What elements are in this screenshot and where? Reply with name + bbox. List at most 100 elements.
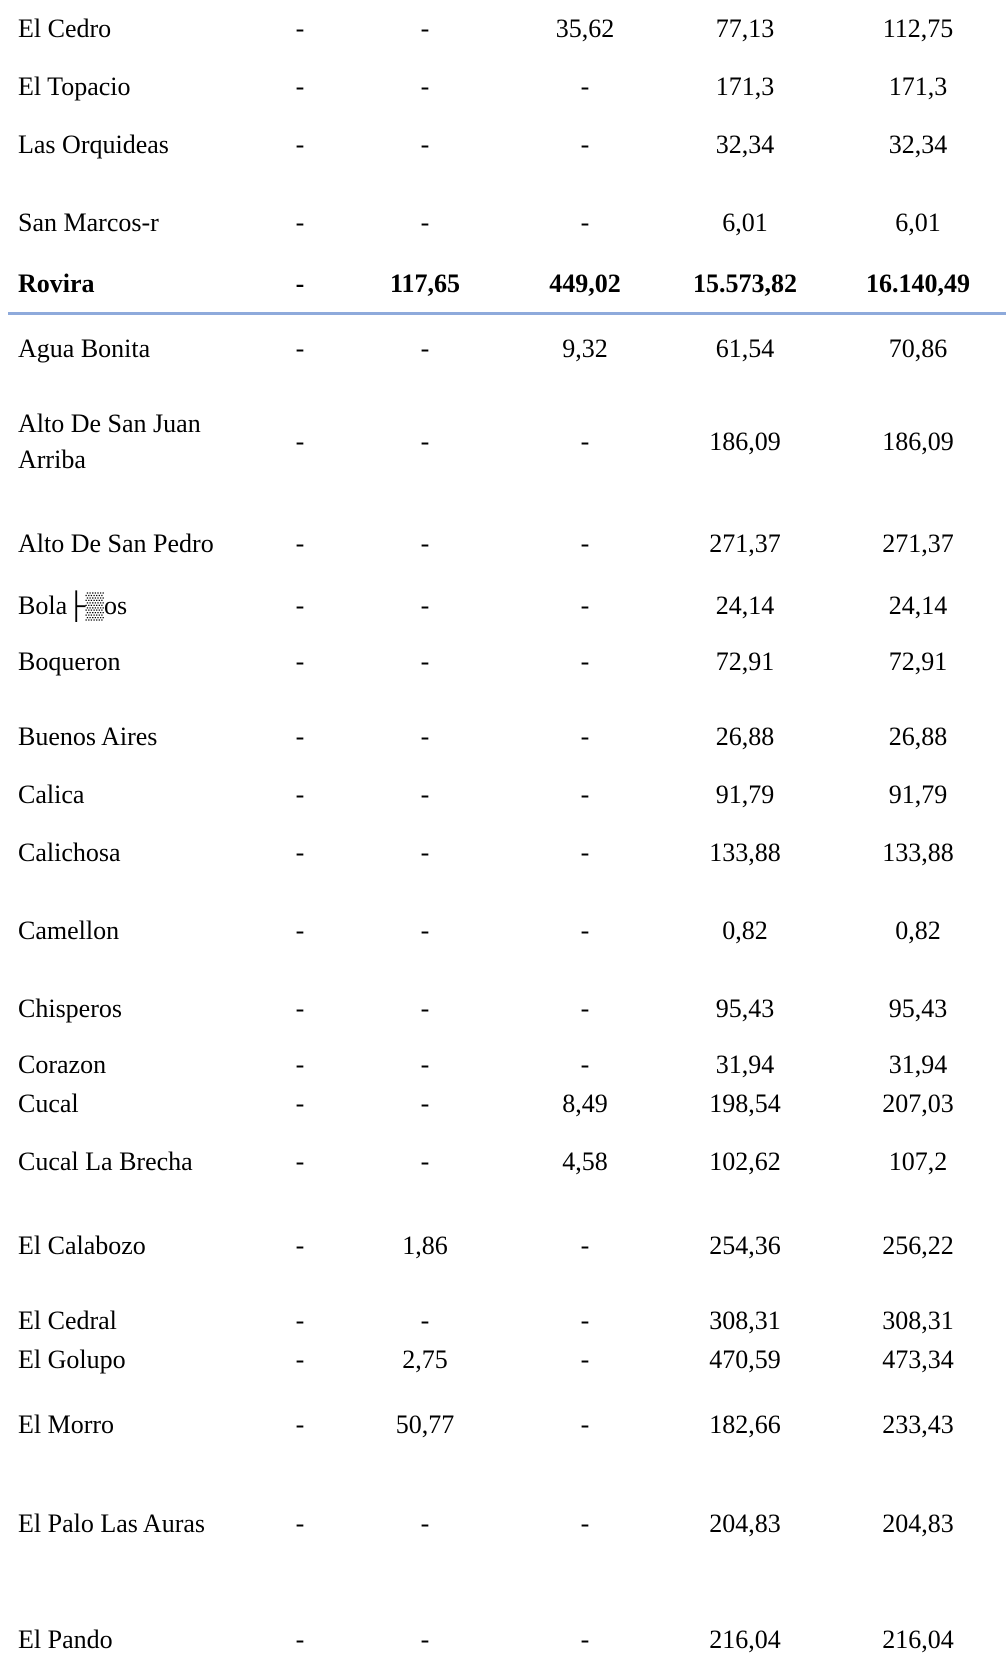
cell-value: 171,3 [715, 72, 775, 101]
cell-value: - [295, 1410, 305, 1439]
table-row: El Morro - 50,77 - 182,66 233,43 [0, 1396, 1006, 1454]
section-divider [8, 312, 1006, 315]
row-name: El Morro [18, 1410, 115, 1439]
cell-value: - [420, 722, 430, 751]
cell-value: 9,32 [562, 334, 608, 363]
cell-value: - [295, 722, 305, 751]
row-name: Las Orquideas [18, 130, 169, 159]
cell-value: 0,82 [895, 916, 941, 945]
cell-value: - [580, 130, 590, 159]
cell-value: 198,54 [709, 1089, 781, 1118]
cell-value: - [295, 208, 305, 237]
cell-value: 182,66 [709, 1410, 781, 1439]
table-row: El Pando - - - 216,04 216,04 [0, 1614, 1006, 1666]
cell-value: - [295, 994, 305, 1023]
cell-value: - [580, 1410, 590, 1439]
table-row: Las Orquideas - - - 32,34 32,34 [0, 116, 1006, 174]
cell-value: - [580, 722, 590, 751]
table-row: Corazon - - - 31,94 31,94 [0, 1044, 1006, 1086]
cell-value: - [295, 1089, 305, 1118]
cell-value: 308,31 [709, 1306, 781, 1335]
table-row-total: Rovira - 117,65 449,02 15.573,82 16.140,… [0, 256, 1006, 312]
cell-value: - [295, 838, 305, 867]
row-name: Alto De San Pedro [18, 529, 214, 558]
cell-value: 26,88 [888, 722, 948, 751]
table-row: El Topacio - - - 171,3 171,3 [0, 58, 1006, 116]
cell-value: 72,91 [715, 647, 775, 676]
cell-value: 1,86 [402, 1231, 448, 1260]
cell-value: 117,65 [389, 269, 461, 298]
cell-value: 216,04 [709, 1625, 781, 1654]
cell-value: 186,09 [709, 427, 781, 456]
cell-value: - [420, 1147, 430, 1176]
cell-value: - [295, 647, 305, 676]
cell-value: - [580, 529, 590, 558]
cell-value: - [420, 130, 430, 159]
cell-value: - [580, 916, 590, 945]
cell-value: - [420, 427, 430, 456]
cell-value: 102,62 [709, 1147, 781, 1176]
cell-value: 61,54 [715, 334, 775, 363]
cell-value: 186,09 [882, 427, 954, 456]
row-name: Calichosa [18, 838, 121, 867]
cell-value: - [295, 1306, 305, 1335]
cell-value: 8,49 [562, 1089, 608, 1118]
cell-value: 16.140,49 [866, 269, 970, 298]
cell-value: - [420, 1089, 430, 1118]
row-name: El Cedral [18, 1306, 117, 1335]
row-name: El Palo Las Auras [18, 1509, 206, 1538]
row-name: San Marcos-r [18, 208, 159, 237]
cell-value: 95,43 [715, 994, 775, 1023]
cell-value: - [420, 1306, 430, 1335]
cell-value: - [580, 1050, 590, 1079]
cell-value: 2,75 [402, 1345, 448, 1374]
cell-value: 24,14 [888, 591, 948, 620]
table-row: Agua Bonita - - 9,32 61,54 70,86 [0, 318, 1006, 380]
row-name: Alto De San Juan Arriba [18, 409, 201, 474]
cell-value: - [295, 1625, 305, 1654]
table-row: Boqueron - - - 72,91 72,91 [0, 632, 1006, 692]
row-name: Rovira [18, 269, 95, 298]
table-row: El Calabozo - 1,86 - 254,36 256,22 [0, 1216, 1006, 1276]
cell-value: 107,2 [888, 1147, 948, 1176]
cell-value: 112,75 [882, 14, 954, 43]
table-row: Camellon - - - 0,82 0,82 [0, 902, 1006, 960]
cell-value: - [420, 14, 430, 43]
table-row: El Cedro - - 35,62 77,13 112,75 [0, 0, 1006, 58]
cell-value: - [420, 334, 430, 363]
row-name: El Golupo [18, 1345, 126, 1374]
cell-value: 91,79 [888, 780, 948, 809]
cell-value: 95,43 [888, 994, 948, 1023]
cell-value: 207,03 [882, 1089, 954, 1118]
cell-value: - [420, 529, 430, 558]
table-row: Bola├▒os - - - 24,14 24,14 [0, 582, 1006, 630]
cell-value: - [295, 130, 305, 159]
row-name: Bola├▒os [18, 591, 128, 620]
cell-value: - [295, 1147, 305, 1176]
cell-value: 473,34 [882, 1345, 954, 1374]
cell-value: - [420, 916, 430, 945]
cell-value: - [420, 1625, 430, 1654]
row-name: Calica [18, 780, 85, 809]
cell-value: - [580, 838, 590, 867]
cell-value: 26,88 [715, 722, 775, 751]
cell-value: - [420, 591, 430, 620]
cell-value: 233,43 [882, 1410, 954, 1439]
cell-value: - [295, 1050, 305, 1079]
row-name: Cucal [18, 1089, 79, 1118]
cell-value: 204,83 [709, 1509, 781, 1538]
cell-value: 77,13 [715, 14, 775, 43]
cell-value: - [420, 208, 430, 237]
cell-value: 171,3 [888, 72, 948, 101]
cell-value: - [295, 780, 305, 809]
cell-value: - [580, 1345, 590, 1374]
cell-value: 50,77 [395, 1410, 455, 1439]
table-row: Alto De San Juan Arriba - - - 186,09 186… [0, 400, 1006, 484]
table-row: Buenos Aires - - - 26,88 26,88 [0, 708, 1006, 766]
table-row: El Cedral - - - 308,31 308,31 [0, 1300, 1006, 1342]
table-row: El Palo Las Auras - - - 204,83 204,83 [0, 1482, 1006, 1566]
cell-value: - [295, 14, 305, 43]
cell-value: 32,34 [715, 130, 775, 159]
cell-value: 24,14 [715, 591, 775, 620]
cell-value: - [420, 72, 430, 101]
